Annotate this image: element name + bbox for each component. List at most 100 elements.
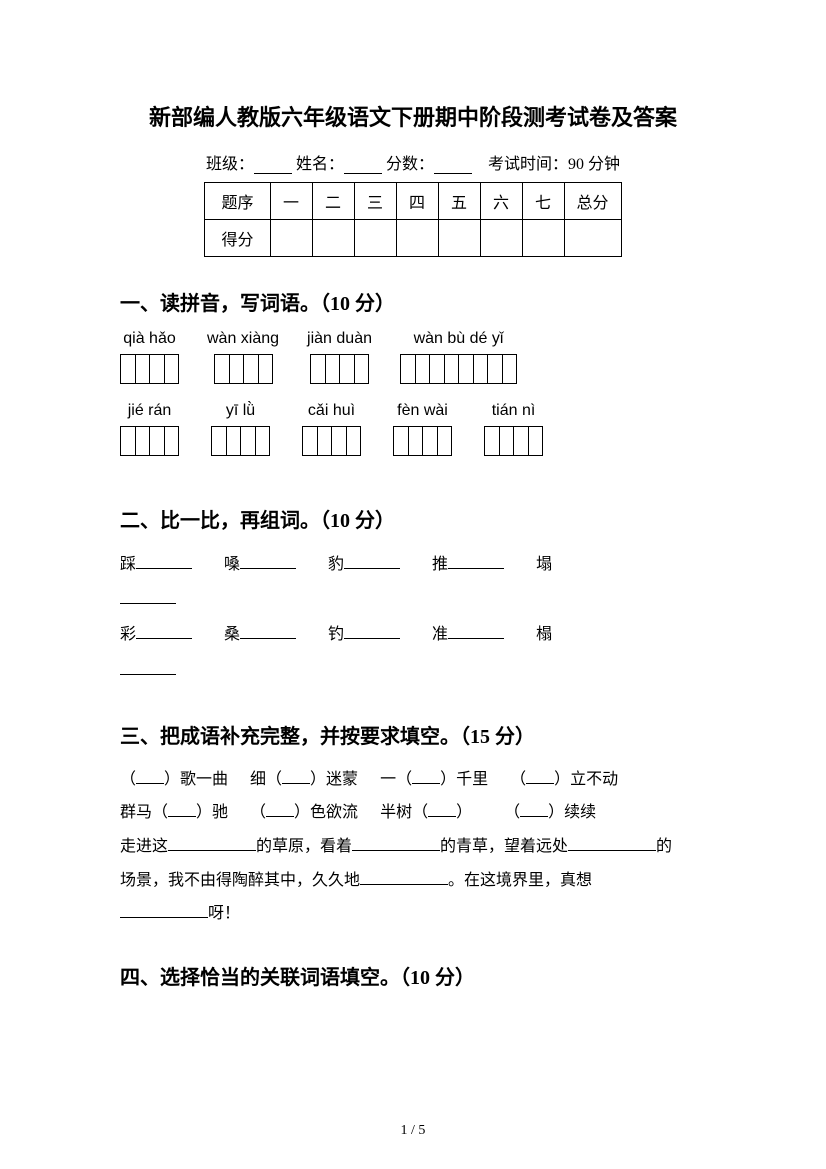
pinyin-label: jié rán [128, 402, 172, 420]
char: 踩 [120, 556, 136, 573]
exam-title: 新部编人教版六年级语文下册期中阶段测考试卷及答案 [120, 100, 706, 132]
hdr-cell: 三 [354, 183, 396, 220]
pinyin-label: tián nì [492, 402, 536, 420]
char: 桑 [224, 626, 240, 643]
pinyin-group: tián nì [484, 402, 543, 456]
idiom-line-2: 群马（）驰 （）色欲流 半树（） （）续续 [120, 796, 706, 830]
tian-grid[interactable] [211, 426, 270, 456]
blank[interactable] [520, 803, 548, 817]
pinyin-label: fèn wài [397, 402, 448, 420]
tian-grid[interactable] [120, 426, 179, 456]
score-cell[interactable] [354, 220, 396, 257]
compare-line-1b [120, 582, 706, 617]
blank[interactable] [568, 837, 656, 851]
score-cell[interactable] [564, 220, 621, 257]
char: 推 [432, 556, 448, 573]
name-blank[interactable] [344, 158, 382, 174]
compare-line-1: 踩 嗓 豹 推 塌 [120, 547, 706, 582]
blank[interactable] [344, 625, 400, 639]
pinyin-group: fèn wài [393, 402, 452, 456]
hdr-cell: 总分 [564, 183, 621, 220]
blank[interactable] [120, 590, 176, 604]
section2-title: 二、比一比，再组词。（10 分） [120, 504, 706, 533]
blank[interactable] [360, 871, 448, 885]
blank[interactable] [120, 661, 176, 675]
idiom-fill: 走进这的草原，看着的青草，望着远处的 [120, 830, 706, 864]
compare-line-2b [120, 653, 706, 688]
blank[interactable] [168, 837, 256, 851]
blank[interactable] [266, 803, 294, 817]
pinyin-group: cǎi huì [302, 402, 361, 456]
score-cell[interactable] [480, 220, 522, 257]
char: 嗓 [224, 556, 240, 573]
score-header-row: 题序 一 二 三 四 五 六 七 总分 [205, 183, 621, 220]
blank[interactable] [120, 904, 208, 918]
blank[interactable] [240, 555, 296, 569]
pinyin-group: wàn xiàng [207, 330, 279, 384]
pinyin-label: wàn xiàng [207, 330, 279, 348]
blank[interactable] [428, 803, 456, 817]
pinyin-group: wàn bù dé yǐ [400, 330, 517, 384]
pinyin-label: cǎi huì [308, 402, 355, 420]
section1-title: 一、读拼音，写词语。（10 分） [120, 287, 706, 316]
pinyin-group: yī lǜ [211, 402, 270, 456]
tian-grid[interactable] [302, 426, 361, 456]
tian-grid[interactable] [310, 354, 369, 384]
tian-grid[interactable] [484, 426, 543, 456]
pinyin-group: jié rán [120, 402, 179, 456]
blank[interactable] [344, 555, 400, 569]
blank[interactable] [448, 555, 504, 569]
score-cell[interactable] [522, 220, 564, 257]
hdr-cell: 二 [312, 183, 354, 220]
name-label: 姓名： [296, 156, 344, 173]
hdr-cell: 一 [270, 183, 312, 220]
tian-grid[interactable] [214, 354, 273, 384]
meta-line: 班级： 姓名： 分数： 考试时间：90 分钟 [120, 150, 706, 174]
pinyin-label: qià hǎo [123, 330, 176, 348]
class-blank[interactable] [254, 158, 292, 174]
score-cell[interactable] [312, 220, 354, 257]
blank[interactable] [352, 837, 440, 851]
char: 钓 [328, 626, 344, 643]
blank[interactable] [448, 625, 504, 639]
pinyin-row-2: jié rán yī lǜ cǎi huì fèn wài tián nì [120, 402, 706, 456]
hdr-cell: 七 [522, 183, 564, 220]
idiom-line-1: （）歌一曲 细（）迷蒙 一（）千里 （）立不动 [120, 763, 706, 797]
blank[interactable] [240, 625, 296, 639]
char: 豹 [328, 556, 344, 573]
blank[interactable] [168, 803, 196, 817]
hdr-cell: 六 [480, 183, 522, 220]
idiom-fill-3: 呀！ [120, 897, 706, 931]
pinyin-label: yī lǜ [226, 402, 255, 420]
char: 准 [432, 626, 448, 643]
score-cell[interactable] [438, 220, 480, 257]
page-number: 1 / 5 [0, 1123, 826, 1139]
tian-grid[interactable] [400, 354, 517, 384]
blank[interactable] [136, 770, 164, 784]
row-label: 得分 [205, 220, 270, 257]
score-cell[interactable] [396, 220, 438, 257]
char: 塌 [536, 556, 552, 573]
class-label: 班级： [206, 156, 254, 173]
tian-grid[interactable] [120, 354, 179, 384]
compare-line-2: 彩 桑 钓 准 榻 [120, 617, 706, 652]
section4-title: 四、选择恰当的关联词语填空。（10 分） [120, 961, 706, 990]
exam-time: 考试时间：90 分钟 [488, 156, 620, 173]
section3-title: 三、把成语补充完整，并按要求填空。（15 分） [120, 720, 706, 749]
blank[interactable] [282, 770, 310, 784]
blank[interactable] [136, 625, 192, 639]
pinyin-label: wàn bù dé yǐ [414, 330, 504, 348]
score-table: 题序 一 二 三 四 五 六 七 总分 得分 [204, 182, 621, 257]
score-label: 分数： [386, 156, 434, 173]
pinyin-group: jiàn duàn [307, 330, 372, 384]
blank[interactable] [526, 770, 554, 784]
score-blank[interactable] [434, 158, 472, 174]
idiom-fill-2: 场景，我不由得陶醉其中，久久地。在这境界里，真想 [120, 864, 706, 898]
hdr-cell: 五 [438, 183, 480, 220]
pinyin-label: jiàn duàn [307, 330, 372, 348]
blank[interactable] [412, 770, 440, 784]
blank[interactable] [136, 555, 192, 569]
tian-grid[interactable] [393, 426, 452, 456]
char: 彩 [120, 626, 136, 643]
score-cell[interactable] [270, 220, 312, 257]
